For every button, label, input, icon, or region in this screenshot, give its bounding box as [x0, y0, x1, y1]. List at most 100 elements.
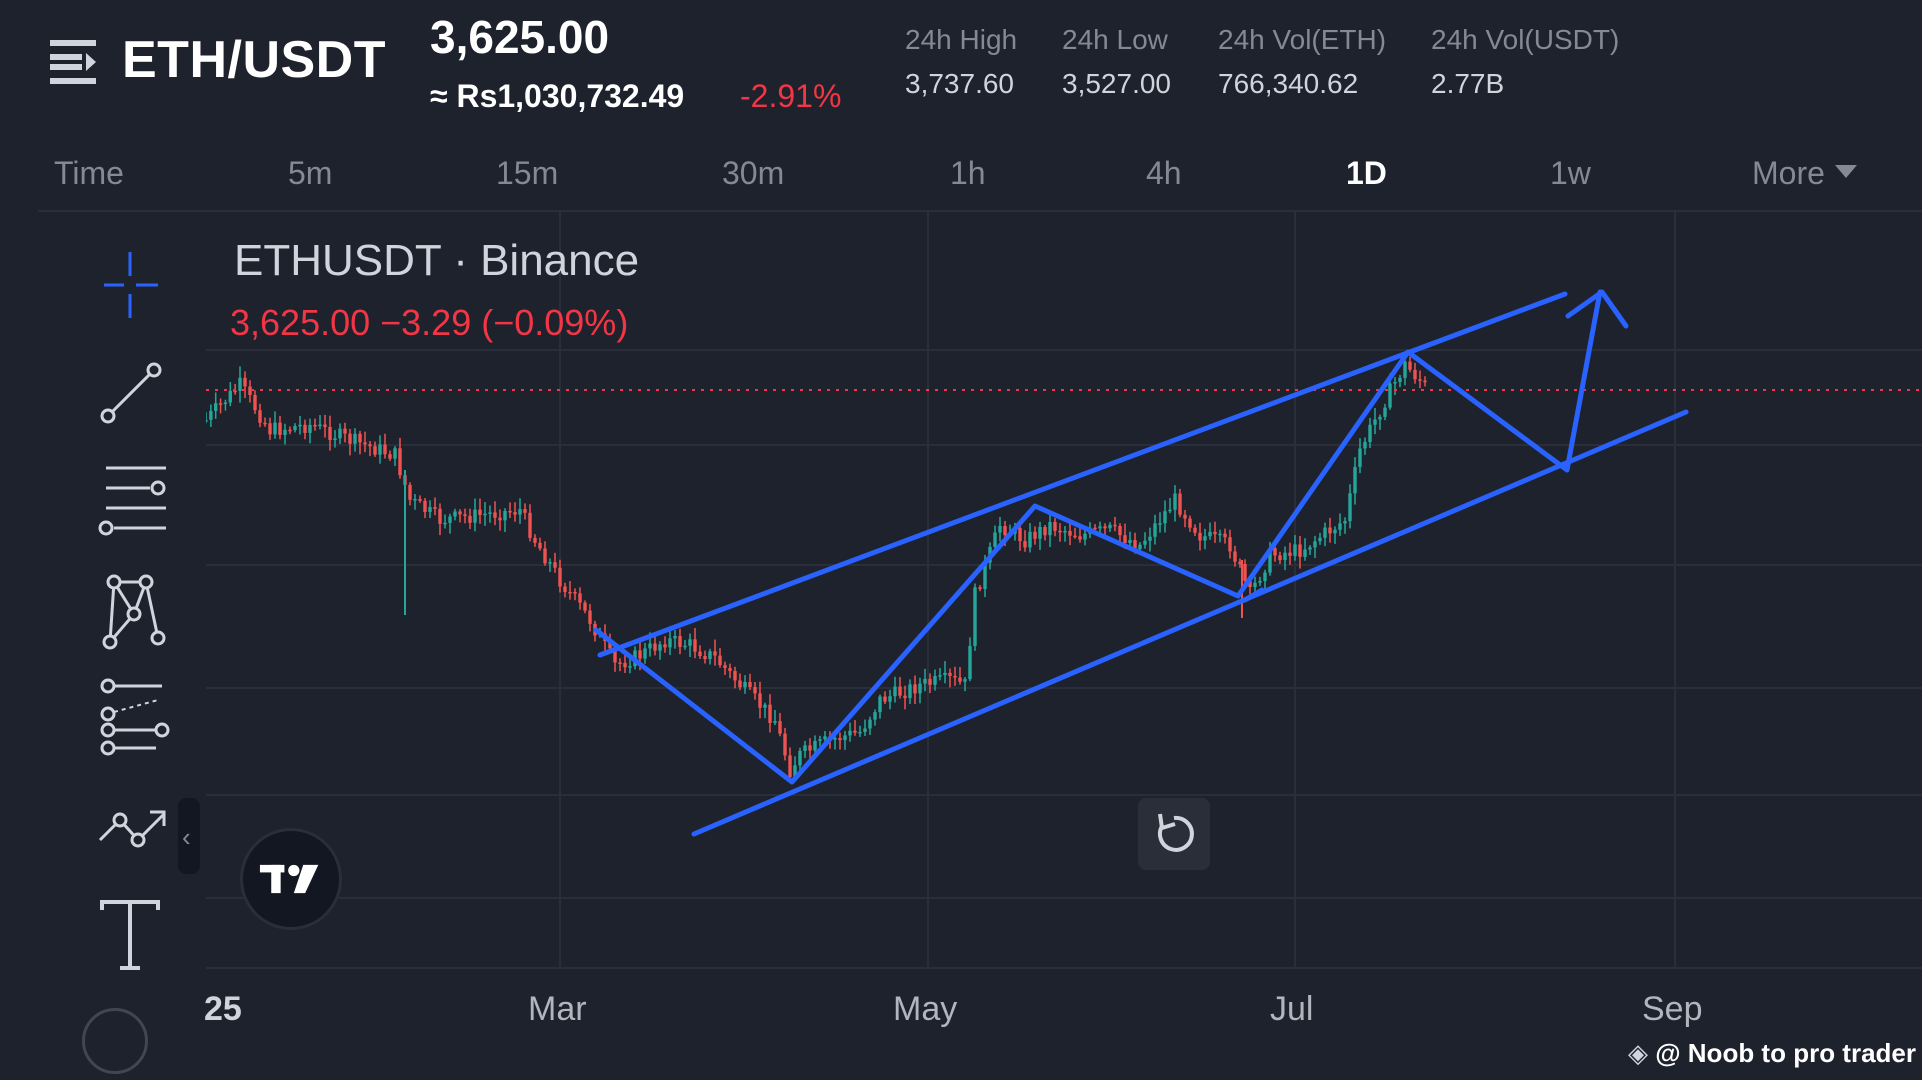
text-tool[interactable] [78, 888, 178, 978]
candle-body [283, 429, 287, 435]
change-percent: -2.91% [740, 78, 842, 114]
crosshair-tool[interactable] [78, 242, 178, 332]
candle-body [978, 587, 982, 589]
candle-body [953, 675, 957, 678]
reset-chart-button[interactable] [1138, 798, 1210, 870]
tab-15m[interactable]: 15m [496, 155, 559, 191]
candle-body [1318, 537, 1322, 542]
converted-price: ≈ Rs1,030,732.49 [430, 78, 685, 114]
candle-body [268, 423, 272, 435]
candle-body [1323, 527, 1327, 538]
candle-body [933, 675, 937, 685]
x-tick-label: Jul [1270, 990, 1314, 1028]
forecast-tool[interactable] [78, 778, 178, 868]
trend-line-tool[interactable] [78, 348, 178, 438]
tab-1h[interactable]: 1h [950, 155, 986, 191]
candle-body [1333, 529, 1337, 534]
candle-body [913, 684, 917, 694]
stat-vol-eth-value: 766,340.62 [1218, 68, 1359, 99]
tab-time[interactable]: Time [54, 155, 124, 191]
watermark: ◈ @ Noob to pro trader [1628, 1038, 1916, 1069]
candle-body [483, 513, 487, 516]
tab-5m[interactable]: 5m [288, 155, 333, 191]
candle-body [248, 386, 252, 396]
x-tick-label: 25 [204, 990, 242, 1028]
candle-body [623, 662, 627, 668]
candle-body [228, 390, 232, 403]
pair-title[interactable]: ETH/USDT [122, 31, 386, 89]
candle-body [608, 641, 612, 649]
tradingview-logo[interactable] [240, 828, 342, 930]
tab-1d[interactable]: 1D [1346, 155, 1387, 191]
candle-body [788, 755, 792, 778]
candle-body [553, 562, 557, 568]
chart-symbol-title: ETHUSDT · Binance [234, 236, 640, 285]
candle-body [588, 610, 592, 624]
stat-high-label: 24h High [905, 24, 1018, 55]
candle-body [1053, 522, 1057, 531]
candle-body [1133, 540, 1137, 550]
tab-30m[interactable]: 30m [722, 155, 785, 191]
candle-body [318, 424, 322, 427]
candle-body [453, 511, 457, 517]
candle-body [233, 390, 237, 393]
candle-body [1363, 441, 1367, 449]
candle-body [1028, 531, 1032, 548]
channel-upper-line [597, 291, 1568, 658]
candle-body [1058, 530, 1062, 533]
candle-body [348, 433, 352, 444]
candle-body [943, 672, 947, 676]
candle-body [423, 500, 427, 512]
tab-1w[interactable]: 1w [1550, 155, 1591, 191]
candle-body [643, 648, 647, 659]
more-tools-button[interactable] [82, 1008, 148, 1074]
candle-body [848, 730, 852, 736]
candle-body [498, 517, 502, 521]
candle-body [728, 668, 732, 671]
candle-body [1093, 527, 1097, 530]
candle-body [523, 509, 527, 513]
candle-body [958, 677, 962, 682]
stat-vol-usdt-label: 24h Vol(USDT) [1431, 24, 1620, 55]
stat-low-value: 3,527.00 [1062, 68, 1171, 99]
candle-body [278, 422, 282, 435]
tab-more[interactable]: More [1752, 155, 1857, 192]
candle-body [818, 739, 822, 741]
candle-body [898, 686, 902, 696]
x-tick-label: Sep [1642, 990, 1703, 1028]
candle-body [1113, 524, 1117, 527]
candle-body [1353, 466, 1357, 494]
candle-body [1108, 524, 1112, 529]
candle-body [1143, 540, 1147, 545]
tab-4h[interactable]: 4h [1146, 155, 1182, 191]
candle-body [738, 680, 742, 688]
candle-body [1123, 535, 1127, 543]
toolbar-collapse-button[interactable]: ‹ [178, 798, 200, 874]
fib-tool[interactable] [78, 672, 178, 762]
candle-body [618, 662, 622, 665]
candle-body [1083, 533, 1087, 540]
candle-body [338, 428, 342, 439]
candle-body [1403, 361, 1407, 378]
candle-body [688, 639, 692, 646]
candle-body [206, 419, 208, 422]
candle-body [528, 512, 532, 538]
candle-body [383, 444, 387, 455]
candle-body [1173, 493, 1177, 510]
candle-body [393, 448, 397, 459]
candle-body [1223, 533, 1227, 538]
candle-body [723, 665, 727, 669]
binance-icon: ◈ [1627, 1038, 1648, 1068]
candle-body [813, 740, 817, 751]
candle-body [573, 592, 577, 594]
price-chart[interactable] [206, 212, 1922, 972]
candle-body [733, 670, 737, 681]
candle-body [968, 645, 972, 680]
pattern-tool[interactable] [78, 562, 178, 652]
candle-body [538, 542, 542, 549]
zigzag-projection [593, 289, 1603, 785]
reset-icon [1158, 813, 1194, 852]
horizontal-lines-tool[interactable] [78, 454, 178, 544]
menu-icon[interactable] [48, 36, 98, 86]
candle-body [798, 750, 802, 766]
